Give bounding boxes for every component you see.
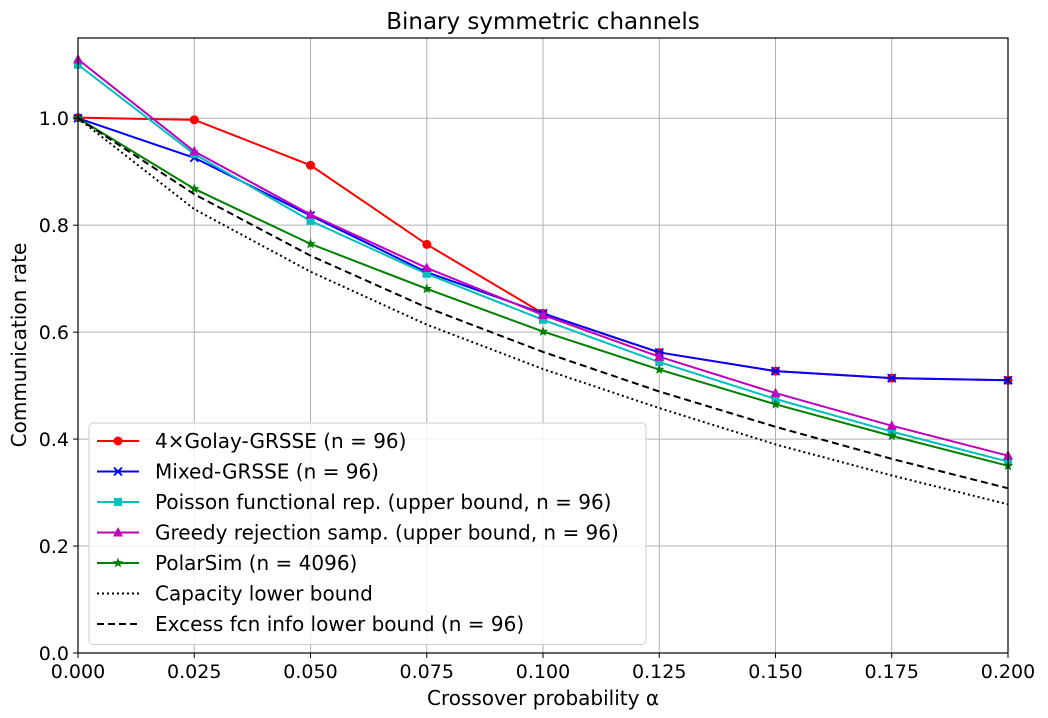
legend-label: 4×Golay-GRSSE (n = 96) — [155, 429, 406, 453]
data-point — [538, 309, 548, 320]
x-tick-label: 0.050 — [283, 661, 337, 683]
data-point — [770, 398, 781, 409]
y-tick-label: 1.0 — [39, 108, 69, 130]
y-tick-label: 0.2 — [39, 536, 69, 558]
legend-box — [88, 422, 647, 645]
y-axis-label: Communication rate — [7, 243, 31, 448]
x-tick-label: 0.100 — [516, 661, 570, 683]
y-ticks: 0.0 0.2 0.4 0.6 0.8 1.0 — [39, 108, 78, 665]
data-point — [421, 283, 432, 294]
legend-label: PolarSim (n = 4096) — [155, 551, 357, 575]
y-tick-label: 0.0 — [39, 643, 69, 665]
x-tick-label: 0.075 — [400, 661, 454, 683]
series-6 — [77, 117, 1009, 490]
y-tick-label: 0.4 — [39, 429, 69, 451]
data-point — [306, 160, 315, 170]
data-point — [421, 262, 432, 272]
legend-item: Excess fcn info lower bound (n = 96) — [97, 612, 524, 636]
data-point — [886, 420, 897, 430]
series-5 — [77, 117, 1009, 506]
data-point — [770, 387, 781, 398]
data-point — [422, 269, 431, 278]
series-group — [72, 53, 1014, 506]
data-point — [539, 315, 547, 324]
data-point — [306, 216, 315, 225]
legend-label: Excess fcn info lower bound (n = 96) — [155, 612, 524, 636]
data-point — [189, 115, 199, 125]
data-point — [113, 527, 123, 537]
legend-label: Mixed-GRSSE (n = 96) — [155, 460, 379, 484]
data-point — [887, 373, 897, 383]
legend-item: Capacity lower bound — [97, 582, 373, 606]
data-point — [422, 239, 432, 249]
data-point — [770, 366, 781, 376]
legend-item: Greedy rejection samp. (upper bound, n =… — [97, 521, 619, 545]
legend-label: Capacity lower bound — [155, 582, 373, 606]
y-tick-label: 0.6 — [39, 322, 69, 344]
data-point — [886, 430, 897, 441]
series-line — [77, 117, 1009, 490]
legend: 4×Golay-GRSSE (n = 96) Mixed-GRSSE (n = 9… — [88, 422, 647, 645]
data-point — [305, 208, 316, 219]
data-point — [113, 466, 123, 477]
data-point — [112, 557, 124, 568]
series-line — [77, 117, 1009, 506]
data-point — [655, 358, 664, 367]
x-tick-label: 0.175 — [865, 661, 919, 683]
data-point — [654, 364, 665, 375]
x-tick-label: 0.200 — [981, 661, 1035, 683]
legend-item: PolarSim (n = 4096) — [97, 551, 357, 575]
x-axis-label: Crossover probability α — [427, 686, 659, 710]
x-tick-label: 0.150 — [748, 661, 802, 683]
data-point — [537, 326, 549, 337]
legend-item: Poisson functional rep. (upper bound, n … — [97, 490, 611, 514]
data-point — [305, 238, 316, 249]
x-tick-label: 0.025 — [167, 661, 221, 683]
legend-label: Poisson functional rep. (upper bound, n … — [155, 490, 611, 514]
data-point — [654, 351, 665, 361]
x-tick-label: 0.125 — [632, 661, 686, 683]
x-tick-label: 0.000 — [51, 661, 105, 683]
data-point — [189, 145, 200, 156]
chart-title: Binary symmetric channels — [386, 9, 700, 35]
data-point — [189, 183, 200, 194]
legend-item: 4×Golay-GRSSE (n = 96) — [97, 429, 406, 453]
x-ticks: 0.000 0.025 0.050 0.075 0.100 0.125 0.150 0.175… — [51, 653, 1035, 683]
legend-item: Mixed-GRSSE (n = 96) — [97, 460, 379, 484]
y-tick-label: 0.8 — [39, 215, 69, 237]
data-point — [114, 498, 122, 506]
data-point — [113, 436, 123, 446]
series-3 — [73, 53, 1013, 460]
legend-label: Greedy rejection samp. (upper bound, n =… — [155, 521, 619, 545]
